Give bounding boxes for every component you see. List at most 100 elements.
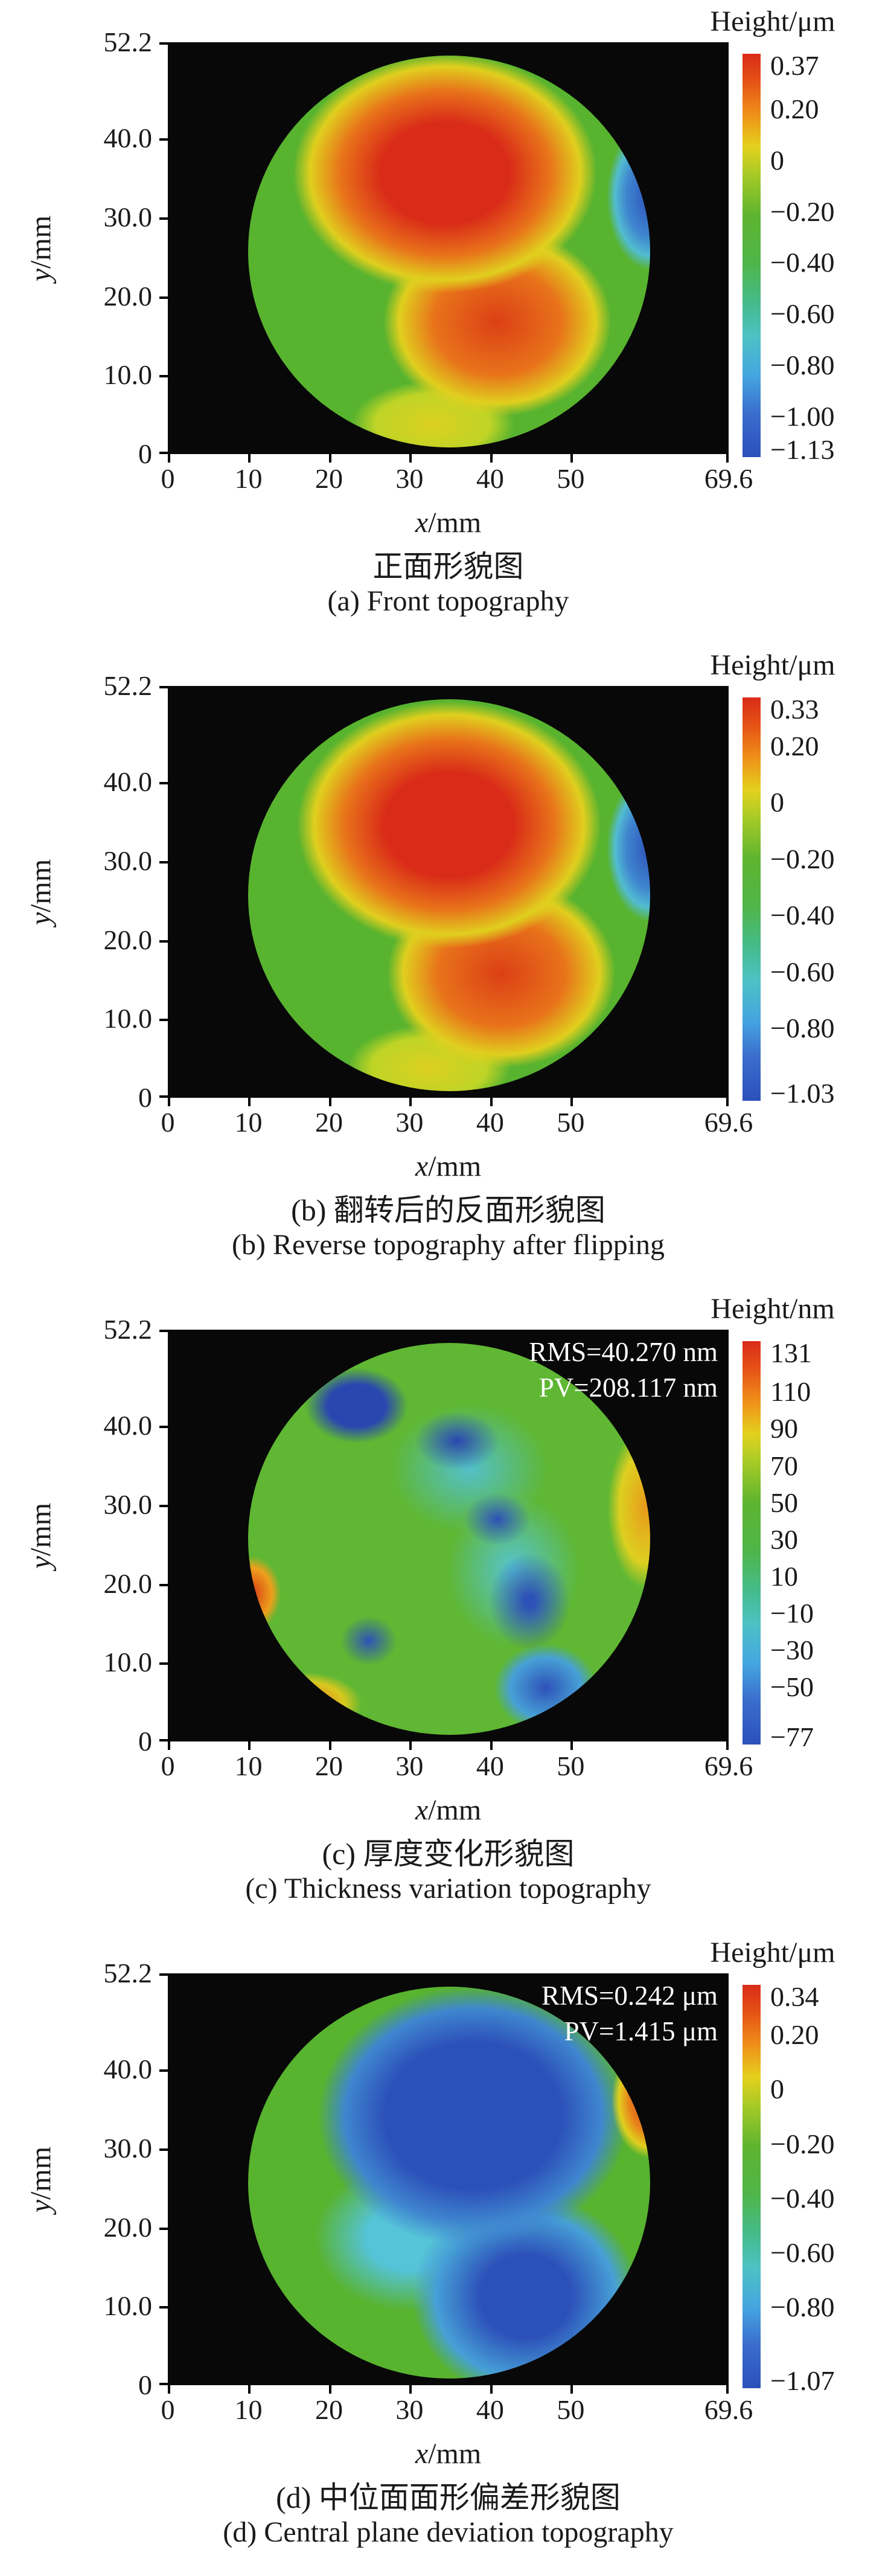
colorbar-tick-label: 110 — [770, 1376, 811, 1408]
y-tick-mark — [159, 861, 168, 864]
colorbar-tick-label: 0 — [770, 144, 784, 176]
x-tick-label: 69.6 — [704, 1107, 753, 1138]
y-tick-label: 10.0 — [103, 2290, 153, 2322]
y-tick-mark — [159, 1095, 168, 1098]
y-tick-mark — [159, 1973, 168, 1976]
colorbar-tick-label: −0.20 — [770, 843, 835, 874]
x-tick-label: 20 — [315, 2394, 343, 2425]
colorbar-tick-label: −0.20 — [770, 196, 835, 227]
colorbar — [742, 54, 761, 457]
x-tick-label: 40 — [476, 463, 504, 494]
y-tick-mark — [159, 2383, 168, 2385]
colorbar — [742, 697, 761, 1101]
x-tick-label: 69.6 — [704, 2394, 753, 2425]
x-tick-mark — [248, 454, 251, 463]
y-tick-label: 30.0 — [103, 1489, 153, 1520]
x-tick-mark — [570, 1098, 573, 1106]
y-tick-label: 30.0 — [103, 2133, 153, 2164]
colorbar — [742, 1341, 761, 1745]
pv-value: PV=1.415 μm — [564, 2016, 718, 2047]
x-tick-mark — [570, 2385, 573, 2394]
x-tick-label: 10 — [234, 1107, 263, 1138]
colorbar-ticks: 0.34 0.20 0 −0.20 −0.40 −0.60 −0.80 −1.07 — [770, 1981, 891, 2396]
topography-panel: Height/μm y/mm 52.2 40.0 30.0 20.0 10.0 0 0.3… — [0, 644, 891, 1287]
y-tick-mark — [159, 1583, 168, 1586]
y-tick-mark — [159, 1330, 168, 1332]
x-tick-mark — [248, 1741, 251, 1750]
colorbar-tick-label: −30 — [770, 1635, 814, 1666]
x-tick-mark — [726, 1098, 729, 1106]
x-axis-label-unit: /mm — [428, 1150, 482, 1182]
colorbar-tick-label: 0 — [770, 2074, 784, 2105]
x-axis-label: x/mm — [168, 1150, 729, 1183]
y-tick-label: 0 — [138, 2369, 152, 2400]
caption-english: (b) Reverse topography after flipping — [231, 1229, 665, 1261]
y-tick-label: 30.0 — [103, 845, 153, 877]
x-tick-mark — [168, 454, 170, 463]
y-tick-label: 52.2 — [103, 670, 153, 701]
x-tick-label: 10 — [234, 463, 263, 494]
colorbar-tick-label: −1.07 — [770, 2365, 835, 2396]
x-axis-ticks: 0 10 20 30 40 50 69.6 — [161, 2394, 753, 2427]
topography-panel: Height/μm y/mm 52.2 40.0 30.0 20.0 10.0 0 0.3… — [0, 0, 891, 644]
x-tick-mark — [328, 2385, 331, 2394]
caption-chinese: (d) 中位面面形偏差形貌图 — [276, 2481, 621, 2514]
x-tick-mark — [490, 1741, 493, 1750]
x-tick-mark — [726, 454, 729, 463]
colorbar-tick-label: 0.34 — [770, 1981, 819, 2012]
x-tick-mark — [570, 1741, 573, 1750]
colorbar-tick-label: −1.00 — [770, 400, 835, 432]
rms-pv-annotation: RMS=40.270 nm PV=208.117 nm — [529, 1334, 718, 1406]
y-tick-label: 0 — [138, 1082, 152, 1113]
x-tick-label: 50 — [557, 1751, 585, 1781]
x-tick-label: 0 — [161, 1107, 175, 1138]
y-tick-label: 20.0 — [103, 924, 153, 955]
x-tick-mark — [168, 1741, 170, 1750]
x-tick-label: 0 — [161, 463, 175, 494]
x-axis-ticks: 0 10 20 30 40 50 69.6 — [161, 1106, 753, 1140]
x-tick-label: 0 — [161, 1751, 175, 1781]
colorbar-tick-label: −1.03 — [770, 1078, 835, 1109]
colorbar-title: Height/μm — [710, 649, 835, 681]
colorbar-tick-label: 30 — [770, 1523, 798, 1555]
colorbar-tick-label: 70 — [770, 1450, 798, 1481]
y-tick-label: 40.0 — [103, 766, 153, 798]
caption-chinese: (c) 厚度变化形貌图 — [322, 1837, 575, 1871]
y-axis-ticks: 52.2 40.0 30.0 20.0 10.0 0 — [0, 1958, 153, 2400]
x-tick-label: 10 — [234, 1751, 263, 1781]
x-axis-label: x/mm — [168, 1793, 729, 1827]
pv-value: PV=208.117 nm — [538, 1373, 718, 1403]
y-tick-label: 40.0 — [103, 1410, 153, 1441]
x-axis-label-variable: x — [415, 1150, 429, 1182]
x-tick-label: 69.6 — [704, 463, 753, 494]
x-axis-label-variable: x — [415, 2438, 429, 2470]
plot-area: RMS=0.242 μm PV=1.415 μm — [159, 1973, 729, 2394]
y-tick-mark — [159, 452, 168, 454]
wafer-map — [248, 1342, 650, 1735]
y-tick-label: 20.0 — [103, 2211, 153, 2243]
colorbar-ticks: 0.37 0.20 0 −0.20 −0.40 −0.60 −0.80 −1.00 −1.13 — [770, 50, 891, 465]
x-axis-ticks: 0 10 20 30 40 50 69.6 — [161, 463, 753, 496]
colorbar-tick-label: 50 — [770, 1487, 798, 1518]
y-tick-mark — [159, 2306, 168, 2309]
rms-value: RMS=0.242 μm — [541, 1981, 718, 2011]
x-axis-label: x/mm — [168, 2437, 729, 2470]
colorbar-title: Height/μm — [710, 1937, 835, 1969]
x-tick-label: 30 — [395, 463, 424, 494]
x-axis-label-unit: /mm — [428, 2438, 482, 2470]
x-tick-mark — [490, 454, 493, 463]
y-tick-label: 10.0 — [103, 1003, 153, 1034]
colorbar-tick-label: 90 — [770, 1413, 798, 1444]
caption-english: (c) Thickness variation topography — [245, 1873, 651, 1905]
caption-chinese: (b) 翻转后的反面形貌图 — [291, 1193, 605, 1227]
x-tick-label: 30 — [395, 1107, 424, 1138]
colorbar-tick-label: −50 — [770, 1671, 814, 1703]
y-tick-mark — [159, 296, 168, 299]
colorbar-tick-label: −0.40 — [770, 900, 835, 931]
y-tick-mark — [159, 782, 168, 785]
colorbar-tick-label: −77 — [770, 1722, 814, 1752]
colorbar-tick-label: 10 — [770, 1560, 798, 1592]
y-tick-label: 52.2 — [103, 27, 153, 57]
caption-english: (d) Central plane deviation topography — [223, 2516, 674, 2548]
